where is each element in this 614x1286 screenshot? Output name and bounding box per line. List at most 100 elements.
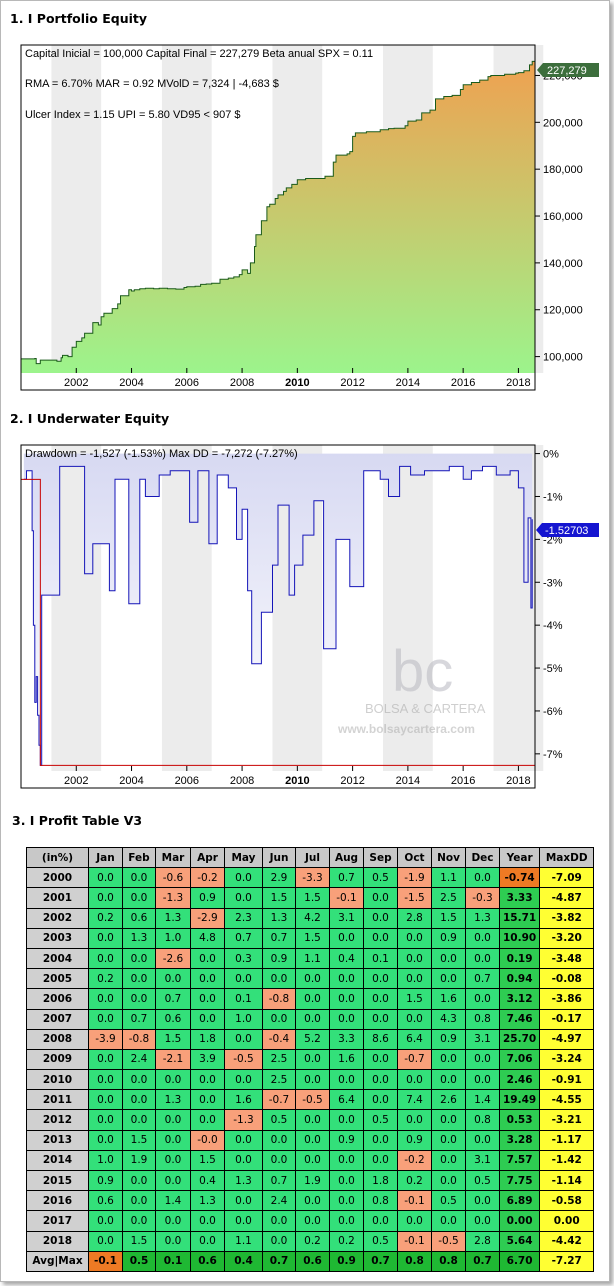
month-return-cell: 0.1: [363, 947, 398, 970]
month-return-cell: 0.0: [190, 1210, 225, 1232]
month-return-cell: -2.6: [155, 947, 191, 970]
month-return-cell: 1.5: [190, 1149, 225, 1172]
x-tick-label: 2016: [451, 377, 475, 389]
table-row: 2005 0.2 0.0 0.0 0.0 0.0 0.0 0.0 0.0 0.0 0.0 0.0 0.7…: [26, 968, 595, 990]
month-return-cell: 0.0: [363, 968, 398, 990]
month-return-cell: 0.5: [431, 1190, 466, 1212]
month-return-cell: 0.0: [88, 1129, 123, 1151]
year-band: [493, 445, 544, 771]
month-return-cell: 3.1: [329, 907, 364, 929]
month-return-cell: 0.0: [224, 1210, 263, 1232]
year-return-cell: 15.71: [498, 907, 541, 929]
month-return-cell: 0.0: [465, 1210, 500, 1232]
month-return-cell: 1.4: [465, 1089, 500, 1111]
month-return-cell: 0.4: [190, 1169, 225, 1192]
y-tick-label: -1%: [543, 491, 563, 503]
column-header: Apr: [190, 846, 225, 869]
month-return-cell: -1.9: [397, 867, 432, 889]
month-return-cell: 0.0: [363, 1089, 398, 1111]
month-return-cell: 0.0: [329, 927, 364, 949]
month-return-cell: 1.5: [262, 887, 296, 909]
table-row: 2015 0.9 0.0 0.0 0.4 1.3 0.7 1.9 0.0 1.8 0.2 0.0 0.5…: [26, 1169, 595, 1192]
year-return-cell: 19.49: [498, 1089, 541, 1111]
month-return-cell: 1.1: [224, 1230, 263, 1252]
year-return-cell: 10.90: [498, 927, 541, 949]
column-header: Year: [498, 846, 541, 869]
y-tick-label: 200,000: [543, 117, 583, 129]
maxdd-cell: -1.42: [539, 1149, 595, 1172]
month-return-cell: 0.0: [329, 1069, 364, 1091]
month-return-cell: 6.4: [397, 1028, 432, 1050]
month-return-cell: 2.8: [397, 907, 432, 929]
month-return-cell: 3.1: [465, 1028, 500, 1050]
month-return-cell: 0.0: [88, 887, 123, 909]
month-return-cell: 0.0: [224, 1190, 263, 1212]
month-return-cell: 0.0: [431, 1210, 466, 1232]
month-return-cell: 0.0: [465, 988, 500, 1010]
month-return-cell: 0.6: [190, 1250, 225, 1272]
watermark: bc BOLSA & CARTERA www.bolsaycartera.com: [337, 639, 486, 736]
month-return-cell: 0.0: [363, 988, 398, 1010]
month-return-cell: 0.0: [155, 1109, 191, 1131]
month-return-cell: 1.1: [431, 867, 466, 889]
month-return-cell: 0.6: [122, 907, 156, 929]
column-header: MaxDD: [539, 846, 595, 869]
month-return-cell: 0.9: [329, 1129, 364, 1151]
month-return-cell: 0.6: [155, 1008, 191, 1030]
month-return-cell: 0.0: [295, 1109, 330, 1131]
month-return-cell: 0.0: [397, 1109, 432, 1131]
column-header: Aug: [329, 846, 364, 869]
month-return-cell: 7.4: [397, 1089, 432, 1111]
x-tick-label: 2002: [64, 775, 88, 787]
year-return-cell: 3.28: [498, 1129, 541, 1151]
month-return-cell: 0.0: [155, 1129, 191, 1151]
month-return-cell: -0.1: [329, 887, 364, 909]
month-return-cell: 0.9: [431, 1028, 466, 1050]
month-return-cell: 0.0: [465, 867, 500, 889]
y-tick-label: -4%: [543, 620, 563, 632]
month-return-cell: 0.0: [363, 1008, 398, 1030]
month-return-cell: 0.0: [224, 867, 263, 889]
month-return-cell: 0.0: [329, 1008, 364, 1030]
month-return-cell: 0.8: [397, 1250, 432, 1272]
column-header: Sep: [363, 846, 398, 869]
month-return-cell: -1.3: [155, 887, 191, 909]
month-return-cell: -0.7: [397, 1048, 432, 1071]
year-return-cell: 7.57: [498, 1149, 541, 1172]
month-return-cell: 5.2: [295, 1028, 330, 1050]
maxdd-cell: -3.24: [539, 1048, 595, 1071]
month-return-cell: 0.7: [465, 968, 500, 990]
month-return-cell: 1.4: [155, 1190, 191, 1212]
month-return-cell: 0.0: [431, 1149, 466, 1172]
row-label: 2012: [26, 1109, 89, 1131]
month-return-cell: -1.5: [397, 887, 432, 909]
month-return-cell: -0.5: [431, 1230, 466, 1252]
month-return-cell: 0.0: [431, 1048, 466, 1071]
column-header: Jul: [295, 846, 330, 869]
month-return-cell: 4.8: [190, 927, 225, 949]
y-tick-label: -7%: [543, 749, 563, 761]
month-return-cell: 0.6: [88, 1190, 123, 1212]
month-return-cell: 0.0: [431, 947, 466, 970]
row-label: 2004: [26, 947, 89, 970]
month-return-cell: 0.0: [295, 1210, 330, 1232]
month-return-cell: 1.5: [295, 887, 330, 909]
x-tick-label: 2002: [64, 377, 88, 389]
month-return-cell: 6.4: [329, 1089, 364, 1111]
month-return-cell: 0.0: [88, 1230, 123, 1252]
year-return-cell: 6.89: [498, 1190, 541, 1212]
underwater-info-line: Drawdown = -1,527 (-1.53%) Max DD = -7,2…: [25, 448, 298, 460]
row-label: 2006: [26, 988, 89, 1010]
month-return-cell: 0.7: [465, 1250, 500, 1272]
month-return-cell: 1.8: [190, 1028, 225, 1050]
x-tick-label: 2006: [175, 775, 199, 787]
x-tick-label: 2014: [396, 775, 420, 787]
month-return-cell: 0.0: [88, 1048, 123, 1071]
underwater-last-value: -1.52703: [545, 525, 588, 537]
month-return-cell: 1.0: [224, 1008, 263, 1030]
month-return-cell: 0.0: [88, 988, 123, 1010]
month-return-cell: 0.4: [329, 947, 364, 970]
month-return-cell: 0.0: [88, 867, 123, 889]
month-return-cell: 0.5: [363, 1109, 398, 1131]
